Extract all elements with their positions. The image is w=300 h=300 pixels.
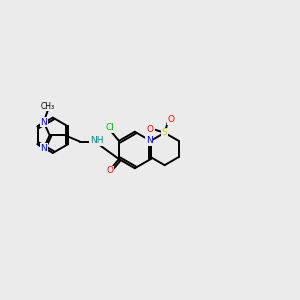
Text: Cl: Cl (105, 123, 114, 132)
Text: N: N (40, 144, 47, 153)
Text: O: O (168, 115, 175, 124)
Text: CH₃: CH₃ (41, 101, 55, 110)
Text: NH: NH (90, 136, 103, 145)
Text: N: N (40, 118, 47, 127)
Text: S: S (162, 128, 167, 137)
Text: N: N (146, 136, 152, 146)
Text: O: O (106, 167, 113, 176)
Text: O: O (147, 125, 154, 134)
